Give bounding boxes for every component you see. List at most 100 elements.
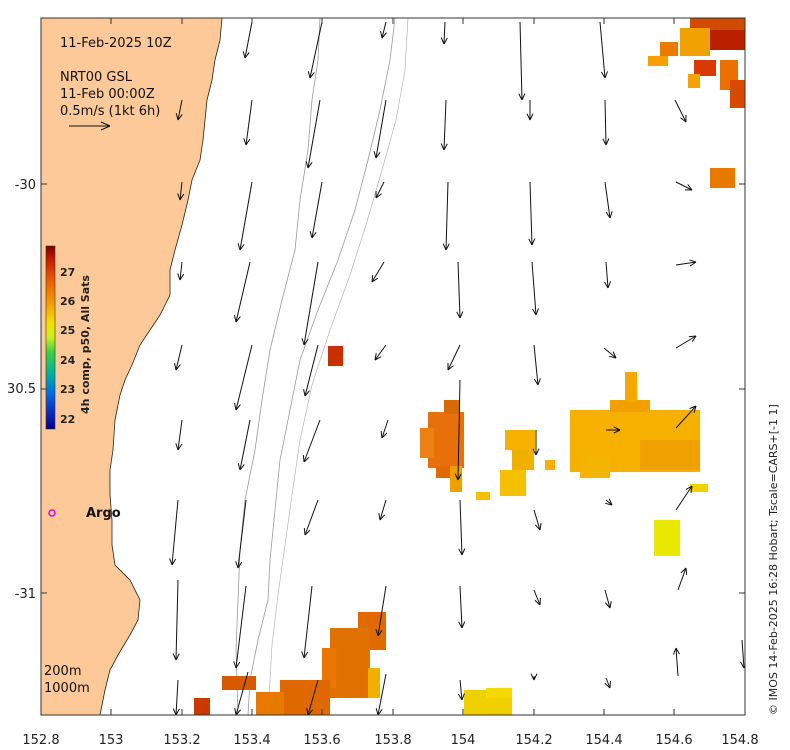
current-vector-head — [740, 661, 745, 669]
current-vector — [605, 677, 611, 689]
current-vector-head — [303, 339, 309, 346]
current-vector — [245, 99, 253, 146]
current-vector-head — [242, 51, 246, 59]
current-vector-head — [375, 152, 381, 159]
lat-tick-labels: -30 30.5 -31 — [7, 178, 36, 602]
current-vector-head — [456, 311, 461, 319]
current-vector-head — [175, 364, 181, 371]
current-vector-head — [605, 138, 610, 146]
current-vector — [303, 585, 313, 659]
current-vector-head — [306, 708, 309, 715]
current-vector — [175, 579, 179, 661]
current-vector — [675, 485, 693, 511]
current-vector-head — [680, 117, 687, 123]
current-vector-head — [440, 37, 445, 45]
current-vector-head — [535, 448, 540, 456]
current-vector — [177, 419, 183, 451]
current-vector-head — [303, 527, 306, 536]
current-vector-head — [380, 430, 383, 439]
current-vector — [381, 419, 389, 439]
vector-scale-arrow — [69, 121, 111, 131]
model-run: NRT00 GSL — [60, 70, 133, 85]
current-vector-head — [374, 353, 377, 361]
lon-tick-4: 153.6 — [303, 733, 340, 748]
current-vector — [175, 679, 179, 715]
current-vector-head — [539, 523, 542, 531]
current-vector-head — [239, 464, 245, 471]
current-vector-head — [234, 708, 237, 715]
current-vector — [741, 639, 745, 669]
current-vector-head — [535, 308, 540, 316]
current-vector-head — [457, 473, 462, 481]
current-vector-head — [305, 161, 309, 169]
current-vector-head — [234, 403, 237, 411]
lat-tick-1: 30.5 — [7, 382, 36, 397]
current-vector-head — [534, 599, 541, 606]
current-vector-head — [377, 629, 383, 637]
current-vector-head — [175, 708, 180, 715]
current-vector-head — [600, 71, 606, 79]
current-vector-head — [680, 567, 687, 574]
lon-tick-8: 154.4 — [585, 733, 622, 748]
current-vector-head — [613, 426, 621, 431]
current-vector-head — [691, 335, 697, 343]
current-vector — [235, 261, 251, 323]
cb-tick-27: 27 — [60, 266, 75, 279]
contour-1000m — [247, 18, 396, 715]
current-vector — [311, 181, 323, 239]
current-vector-head — [604, 71, 608, 79]
current-vector-head — [309, 231, 313, 239]
current-vector — [244, 21, 253, 59]
current-vector — [459, 585, 463, 629]
current-vector-head — [235, 661, 241, 669]
current-vector-head — [613, 429, 621, 434]
cb-tick-22: 22 — [60, 413, 75, 426]
current-vector-head — [177, 273, 181, 281]
current-vector-head — [243, 138, 247, 146]
lon-tick-3: 153.4 — [233, 733, 270, 748]
current-vector — [235, 585, 247, 669]
current-vector-head — [169, 558, 173, 566]
current-vector-head — [605, 211, 611, 219]
current-vector-head — [687, 184, 693, 191]
current-vector — [443, 21, 446, 45]
axis-ticks — [40, 18, 746, 715]
lat-tick-2: -31 — [15, 587, 36, 602]
current-vector-head — [609, 601, 612, 609]
current-vector — [459, 679, 463, 701]
current-vector — [603, 347, 617, 359]
current-vector-head — [381, 32, 387, 39]
current-vector — [674, 99, 687, 123]
current-vector-head — [454, 473, 459, 481]
current-vector — [533, 344, 539, 386]
current-vector — [445, 181, 449, 251]
current-vector-head — [233, 661, 237, 669]
current-vector-head — [534, 524, 541, 531]
current-vector-head — [303, 651, 309, 659]
current-vector-head — [371, 274, 374, 283]
current-vector — [303, 261, 319, 346]
current-vector-head — [442, 243, 447, 251]
current-vector-head — [175, 113, 179, 121]
current-vector-head — [244, 52, 250, 59]
current-vector-head — [307, 709, 314, 715]
current-vector-head — [237, 463, 241, 471]
current-vector-head — [531, 238, 536, 246]
current-vector-head — [612, 351, 617, 359]
current-vector-head — [685, 485, 693, 490]
current-vector — [237, 499, 247, 569]
current-vector — [675, 261, 697, 266]
current-vector-head — [177, 193, 181, 201]
current-vector-head — [174, 363, 177, 371]
current-vector-head — [237, 243, 241, 251]
current-vector-head — [235, 316, 241, 323]
current-vectors — [169, 21, 745, 715]
current-vector-head — [177, 114, 183, 121]
lon-tick-7: 154.2 — [515, 733, 552, 748]
contour-200m-label: 200m — [44, 664, 81, 679]
current-vector — [377, 673, 387, 715]
current-vector-head — [685, 567, 688, 576]
current-vector — [447, 344, 461, 371]
current-vector — [375, 99, 387, 159]
